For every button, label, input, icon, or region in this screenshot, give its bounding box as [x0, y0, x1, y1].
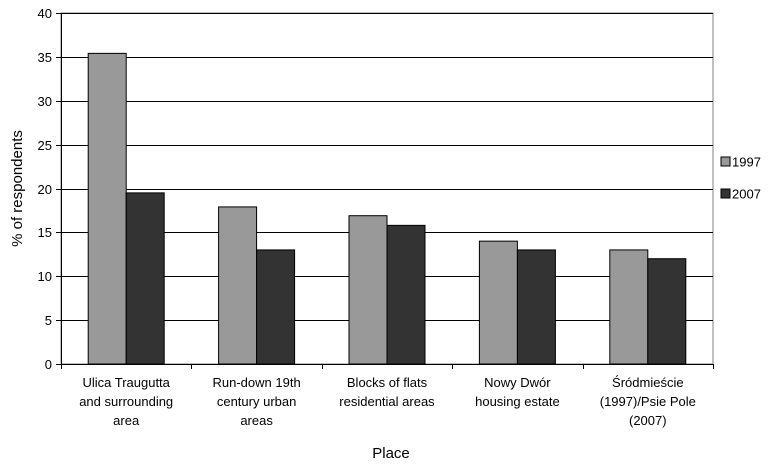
bar-1997-4	[609, 249, 649, 365]
y-tick-label: 40	[38, 6, 52, 21]
bar-1997-0	[87, 52, 127, 365]
x-tick-label-line: housing estate	[475, 394, 560, 409]
y-tick-label: 0	[45, 357, 52, 372]
x-tick-label-line: Nowy Dwór	[484, 375, 551, 390]
legend-swatch-1997	[720, 156, 731, 167]
y-tick-label: 20	[38, 182, 52, 197]
y-tick-label: 15	[38, 225, 52, 240]
axes	[56, 13, 714, 369]
bar-1997-3	[478, 240, 518, 365]
x-axis-title: Place	[372, 445, 410, 462]
legend-label-2007: 2007	[732, 187, 761, 202]
y-tick-label: 10	[38, 269, 52, 284]
x-tick-label-line: (1997)/Psie Pole	[600, 394, 696, 409]
x-tick-label: Run-down 19th century urban areas	[213, 375, 301, 428]
bar-1997-2	[348, 215, 388, 365]
y-tick-label: 25	[38, 138, 52, 153]
x-tick-label-line: areas	[240, 413, 273, 428]
legend-label-1997: 1997	[732, 155, 761, 170]
y-tick-label: 30	[38, 94, 52, 109]
bar-2007-0	[125, 192, 165, 365]
x-tick-label-line: Run-down 19th	[213, 375, 301, 390]
x-tick-label-line: area	[113, 413, 140, 428]
x-tick-label-line: and surrounding	[79, 394, 173, 409]
y-tick-label: 35	[38, 50, 52, 65]
x-tick-label-line: Śródmieście	[612, 375, 684, 390]
legend-swatch-2007	[720, 188, 731, 199]
bar-1997-1	[218, 206, 258, 365]
bar-2007-2	[386, 224, 426, 365]
bar-2007-3	[516, 249, 556, 365]
x-tick-label-line: Ulica Traugutta	[82, 375, 170, 390]
x-tick-label-line: century urban	[217, 394, 297, 409]
x-tick-label: Śródmieście (1997)/Psie Pole (2007)	[600, 375, 696, 428]
x-tick-label-line: residential areas	[339, 394, 435, 409]
x-tick-label: Nowy Dwór housing estate	[475, 375, 560, 409]
bars	[87, 52, 687, 365]
x-tick-label: Ulica Traugutta and surrounding area	[79, 375, 173, 428]
y-axis-title: % of respondents	[9, 130, 26, 247]
y-tick-label: 5	[45, 313, 52, 328]
tick-labels: 0 5 10 15 20 25 30 35 40 Ulica Traugutta and surro…	[38, 6, 696, 428]
legend: 1997 2007	[720, 155, 761, 202]
bar-2007-1	[256, 249, 296, 365]
bar-2007-4	[647, 258, 687, 365]
x-tick-label-line: (2007)	[629, 413, 667, 428]
x-tick-label: Blocks of flats residential areas	[339, 375, 435, 409]
x-tick-label-line: Blocks of flats	[347, 375, 428, 390]
